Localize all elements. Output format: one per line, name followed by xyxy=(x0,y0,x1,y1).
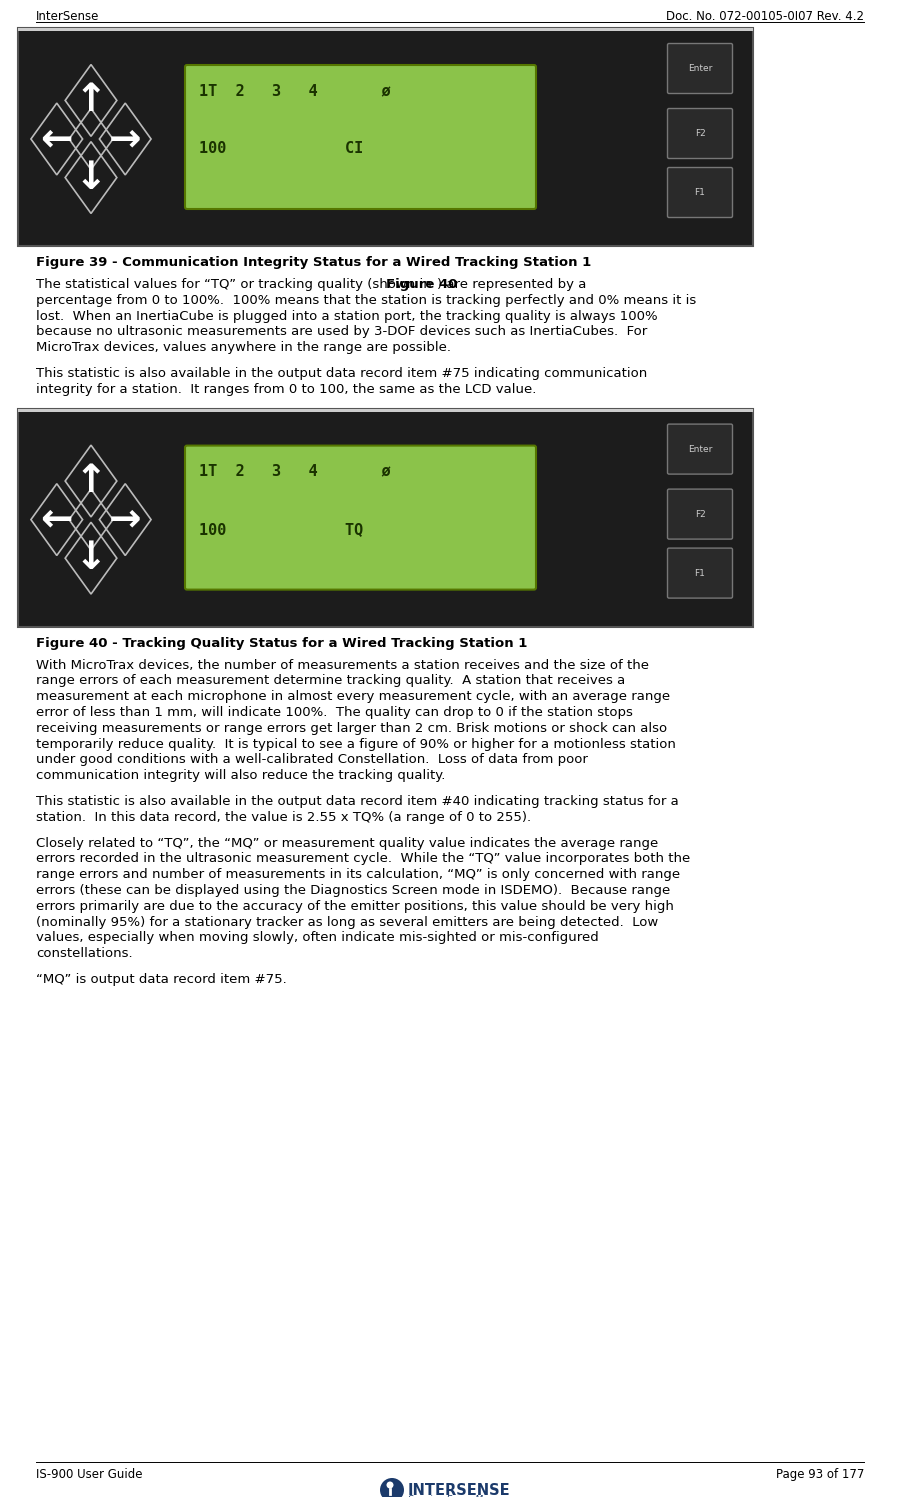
Text: →: → xyxy=(109,500,141,539)
FancyBboxPatch shape xyxy=(668,490,733,539)
FancyBboxPatch shape xyxy=(185,446,536,590)
Text: Figure 39 - Communication Integrity Status for a Wired Tracking Station 1: Figure 39 - Communication Integrity Stat… xyxy=(36,256,591,269)
Text: Figure 40 - Tracking Quality Status for a Wired Tracking Station 1: Figure 40 - Tracking Quality Status for … xyxy=(36,636,527,650)
Text: lost.  When an InertiaCube is plugged into a station port, the tracking quality : lost. When an InertiaCube is plugged int… xyxy=(36,310,658,322)
Text: ↑: ↑ xyxy=(75,81,107,120)
Circle shape xyxy=(386,1482,393,1488)
Text: This statistic is also available in the output data record item #75 indicating c: This statistic is also available in the … xyxy=(36,367,647,380)
Text: values, especially when moving slowly, often indicate mis-sighted or mis-configu: values, especially when moving slowly, o… xyxy=(36,931,598,945)
Text: communication integrity will also reduce the tracking quality.: communication integrity will also reduce… xyxy=(36,769,446,783)
FancyBboxPatch shape xyxy=(18,28,753,246)
Text: The statistical values for “TQ” or tracking quality (shown in: The statistical values for “TQ” or track… xyxy=(36,278,436,290)
Text: F2: F2 xyxy=(695,129,706,138)
Text: range errors of each measurement determine tracking quality.  A station that rec: range errors of each measurement determi… xyxy=(36,675,625,687)
Bar xyxy=(18,28,753,31)
FancyBboxPatch shape xyxy=(668,108,733,159)
Text: MicroTrax devices, values anywhere in the range are possible.: MicroTrax devices, values anywhere in th… xyxy=(36,341,451,355)
Text: constellations.: constellations. xyxy=(36,948,132,960)
Text: With MicroTrax devices, the number of measurements a station receives and the si: With MicroTrax devices, the number of me… xyxy=(36,659,649,672)
Text: InterSense: InterSense xyxy=(36,10,99,22)
Text: station.  In this data record, the value is 2.55 x TQ% (a range of 0 to 255).: station. In this data record, the value … xyxy=(36,811,531,823)
Text: Doc. No. 072-00105-0I07 Rev. 4.2: Doc. No. 072-00105-0I07 Rev. 4.2 xyxy=(666,10,864,22)
Text: Enter: Enter xyxy=(688,64,712,73)
Text: This statistic is also available in the output data record item #40 indicating t: This statistic is also available in the … xyxy=(36,795,679,808)
FancyBboxPatch shape xyxy=(668,168,733,217)
Text: 100             TQ: 100 TQ xyxy=(199,521,364,536)
Text: Sensing Every Move: Sensing Every Move xyxy=(408,1496,500,1497)
FancyBboxPatch shape xyxy=(185,64,536,210)
Text: ←: ← xyxy=(40,120,73,159)
FancyBboxPatch shape xyxy=(668,424,733,475)
Circle shape xyxy=(380,1478,404,1497)
Text: ←: ← xyxy=(40,500,73,539)
Text: Closely related to “TQ”, the “MQ” or measurement quality value indicates the ave: Closely related to “TQ”, the “MQ” or mea… xyxy=(36,837,658,850)
Text: temporarily reduce quality.  It is typical to see a figure of 90% or higher for : temporarily reduce quality. It is typica… xyxy=(36,738,676,750)
Text: errors (these can be displayed using the Diagnostics Screen mode in ISDEMO).  Be: errors (these can be displayed using the… xyxy=(36,885,670,897)
Text: “MQ” is output data record item #75.: “MQ” is output data record item #75. xyxy=(36,973,287,987)
Text: range errors and number of measurements in its calculation, “MQ” is only concern: range errors and number of measurements … xyxy=(36,868,680,882)
Text: ↓: ↓ xyxy=(75,539,107,578)
Text: errors primarily are due to the accuracy of the emitter positions, this value sh: errors primarily are due to the accuracy… xyxy=(36,900,674,913)
Text: ↓: ↓ xyxy=(75,159,107,196)
FancyBboxPatch shape xyxy=(668,43,733,93)
Text: because no ultrasonic measurements are used by 3-DOF devices such as InertiaCube: because no ultrasonic measurements are u… xyxy=(36,325,647,338)
Text: INTERSENSE: INTERSENSE xyxy=(408,1484,510,1497)
Text: errors recorded in the ultrasonic measurement cycle.  While the “TQ” value incor: errors recorded in the ultrasonic measur… xyxy=(36,852,690,865)
Text: →: → xyxy=(109,120,141,159)
Text: percentage from 0 to 100%.  100% means that the station is tracking perfectly an: percentage from 0 to 100%. 100% means th… xyxy=(36,293,697,307)
Text: integrity for a station.  It ranges from 0 to 100, the same as the LCD value.: integrity for a station. It ranges from … xyxy=(36,383,536,395)
Text: receiving measurements or range errors get larger than 2 cm. Brisk motions or sh: receiving measurements or range errors g… xyxy=(36,722,667,735)
Text: 1T  2   3   4       ø: 1T 2 3 4 ø xyxy=(199,464,391,479)
Text: Figure 40: Figure 40 xyxy=(386,278,458,290)
FancyBboxPatch shape xyxy=(18,409,753,627)
Text: F2: F2 xyxy=(695,509,706,518)
Bar xyxy=(18,409,753,412)
Text: Page 93 of 177: Page 93 of 177 xyxy=(776,1469,864,1481)
Text: (nominally 95%) for a stationary tracker as long as several emitters are being d: (nominally 95%) for a stationary tracker… xyxy=(36,916,658,928)
Text: Enter: Enter xyxy=(688,445,712,454)
Text: error of less than 1 mm, will indicate 100%.  The quality can drop to 0 if the s: error of less than 1 mm, will indicate 1… xyxy=(36,707,633,719)
Text: under good conditions with a well-calibrated Constellation.  Loss of data from p: under good conditions with a well-calibr… xyxy=(36,753,588,766)
Text: F1: F1 xyxy=(695,569,706,578)
FancyBboxPatch shape xyxy=(668,548,733,599)
Text: measurement at each microphone in almost every measurement cycle, with an averag: measurement at each microphone in almost… xyxy=(36,690,670,704)
Text: IS-900 User Guide: IS-900 User Guide xyxy=(36,1469,142,1481)
Text: 100             CI: 100 CI xyxy=(199,141,364,156)
Text: F1: F1 xyxy=(695,189,706,198)
Text: ↑: ↑ xyxy=(75,463,107,500)
Text: ) are represented by a: ) are represented by a xyxy=(437,278,587,290)
Text: 1T  2   3   4       ø: 1T 2 3 4 ø xyxy=(199,82,391,97)
